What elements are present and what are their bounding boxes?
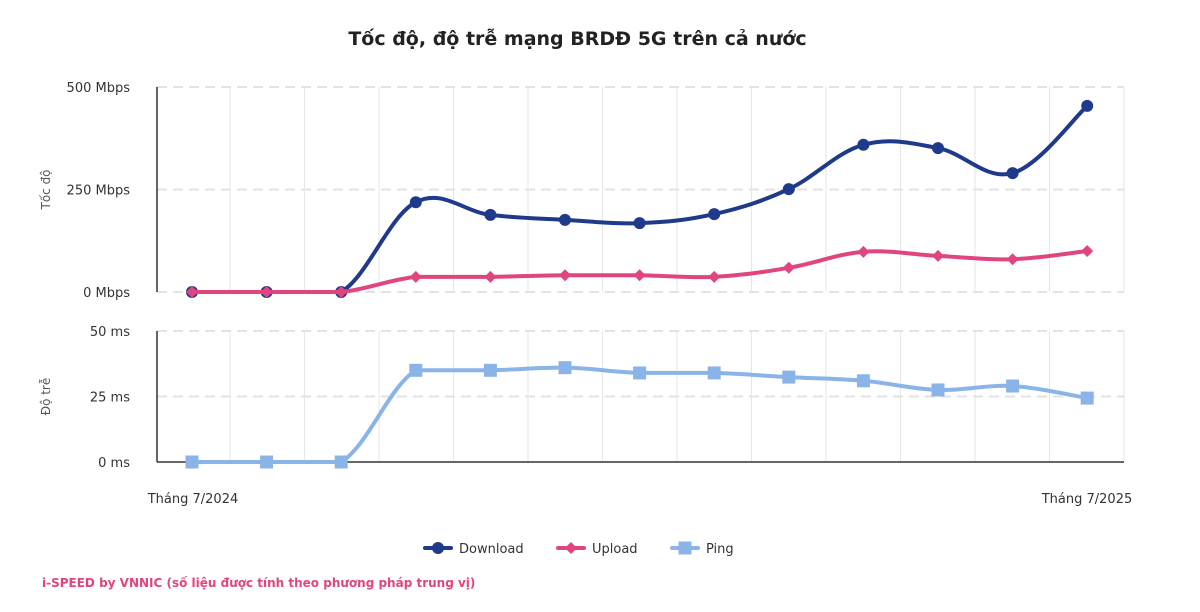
legend-label: Ping bbox=[706, 542, 734, 557]
data-point-ping bbox=[1080, 391, 1094, 405]
y-tick-label: 50 ms bbox=[90, 325, 130, 340]
legend-diamond-icon bbox=[565, 542, 577, 554]
data-point-ping bbox=[1006, 379, 1020, 393]
data-point-upload bbox=[782, 261, 795, 274]
legend-label: Upload bbox=[592, 542, 638, 557]
data-point-upload bbox=[633, 269, 646, 282]
data-point-upload bbox=[1081, 245, 1094, 257]
legend-label: Download bbox=[459, 542, 524, 557]
data-point-download bbox=[1081, 99, 1094, 112]
data-point-upload bbox=[335, 286, 348, 298]
y-axis-label: Tốc độ bbox=[39, 169, 53, 210]
data-point-ping bbox=[334, 455, 348, 469]
data-point-ping bbox=[931, 383, 945, 397]
series-line-ping bbox=[190, 365, 1090, 465]
data-point-download bbox=[633, 217, 646, 230]
legend-item-download[interactable]: Download bbox=[423, 542, 524, 557]
data-point-download bbox=[559, 213, 571, 226]
data-point-upload bbox=[186, 286, 198, 298]
data-point-download bbox=[409, 196, 422, 209]
legend-square-icon bbox=[678, 541, 692, 555]
data-point-upload bbox=[559, 269, 571, 282]
data-point-ping bbox=[707, 366, 721, 380]
y-axis-label: Độ trễ bbox=[39, 378, 53, 415]
y-tick-label: 0 Mbps bbox=[83, 286, 130, 301]
data-point-ping bbox=[409, 363, 423, 377]
data-point-upload bbox=[857, 245, 870, 258]
data-point-download bbox=[484, 208, 497, 221]
y-tick-label: 500 Mbps bbox=[67, 81, 131, 96]
data-point-upload bbox=[1006, 253, 1019, 266]
footer-source: i-SPEED by VNNIC (số liệu được tính theo… bbox=[42, 576, 476, 590]
legend-item-upload[interactable]: Upload bbox=[556, 542, 638, 557]
y-tick-label: 0 ms bbox=[98, 456, 130, 471]
data-point-upload bbox=[484, 270, 497, 283]
data-point-ping bbox=[260, 455, 274, 469]
series-line-download bbox=[190, 103, 1090, 295]
y-tick-label: 25 ms bbox=[90, 391, 130, 406]
data-point-download bbox=[782, 183, 795, 196]
data-point-download bbox=[1006, 167, 1019, 180]
x-tick-label: Tháng 7/2024 bbox=[147, 492, 239, 507]
data-point-upload bbox=[409, 270, 422, 283]
data-point-upload bbox=[708, 270, 721, 283]
data-point-upload bbox=[260, 286, 273, 298]
legend-circle-icon bbox=[432, 542, 444, 554]
data-point-ping bbox=[782, 370, 796, 384]
data-point-ping bbox=[856, 374, 870, 388]
data-point-ping bbox=[185, 455, 199, 469]
legend-item-ping[interactable]: Ping bbox=[670, 541, 734, 558]
y-tick-label: 250 Mbps bbox=[67, 184, 131, 199]
data-point-download bbox=[708, 208, 721, 221]
chart-title: Tốc độ, độ trễ mạng BRDĐ 5G trên cả nước bbox=[348, 28, 807, 50]
data-point-ping bbox=[633, 366, 647, 380]
x-tick-label: Tháng 7/2025 bbox=[1041, 492, 1133, 507]
data-point-download bbox=[932, 142, 944, 155]
data-point-download bbox=[857, 138, 870, 151]
data-point-upload bbox=[932, 249, 944, 262]
data-point-ping bbox=[483, 363, 497, 377]
data-point-ping bbox=[558, 361, 572, 375]
